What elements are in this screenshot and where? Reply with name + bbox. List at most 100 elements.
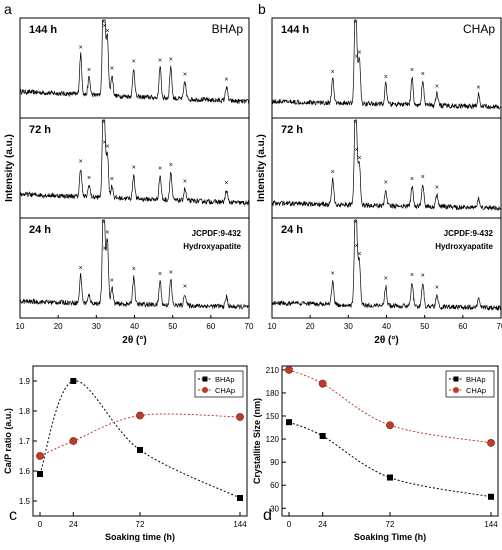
- x-tick-label: 144: [484, 520, 498, 529]
- xrd-panel-a: ××××××× × ×××144 h××××××× ××× ×72 h××××××× ××…: [4, 17, 254, 346]
- peak-marker: ×: [101, 219, 105, 226]
- y-tick-label: 1.5: [19, 497, 31, 506]
- xrd-pattern-1: [271, 119, 501, 211]
- data-point-BHAp: [319, 433, 326, 439]
- peak-marker: ×: [87, 67, 91, 74]
- data-point-BHAp: [387, 474, 393, 481]
- peak-marker: ×: [169, 162, 173, 169]
- sub-panel-label: 72 h: [281, 124, 303, 136]
- sub-panel-label: 144 h: [29, 24, 57, 36]
- y-axis-label: Crystallite Size (nm): [252, 398, 262, 484]
- y-tick-label: 120: [266, 435, 280, 444]
- y-axis-label: Intensity (a.u.): [4, 134, 15, 202]
- peak-marker: ×: [79, 44, 83, 51]
- peak-marker: ×: [410, 176, 414, 183]
- peak-marker: ×: [410, 272, 414, 279]
- peak-marker: ×: [103, 245, 107, 252]
- peak-marker: ×: [421, 174, 425, 181]
- reference-label: Hydroxyapatite: [435, 242, 493, 251]
- peak-marker: ×: [384, 74, 388, 81]
- x-tick-label: 0: [287, 520, 292, 529]
- peak-marker: ×: [357, 155, 361, 162]
- legend-label: CHAp: [466, 386, 486, 395]
- peak-marker: ×: [355, 147, 359, 154]
- reference-label: JCPDF:9-432: [444, 229, 494, 238]
- xrd-pattern-0: [19, 19, 249, 105]
- peak-marker: ×: [105, 28, 109, 35]
- data-point-CHAp: [136, 411, 144, 420]
- peak-marker: ×: [110, 278, 114, 285]
- peak-marker: ×: [183, 71, 187, 78]
- series-line-CHAp: [39, 413, 241, 457]
- sub-panel-label: 24 h: [281, 224, 303, 236]
- x-tick-label: 60: [206, 322, 215, 331]
- x-tick-label: 40: [382, 322, 391, 331]
- data-point-BHAp: [488, 493, 494, 500]
- peak-marker: ×: [331, 270, 335, 277]
- peak-marker: ×: [132, 59, 136, 66]
- data-point-CHAp: [386, 421, 394, 430]
- legend-box: [194, 370, 244, 398]
- x-axis-label: 2θ (°): [374, 335, 398, 346]
- peak-marker: ×: [435, 83, 439, 90]
- x-tick-label: 72: [386, 520, 395, 529]
- series-line-BHAp: [288, 421, 492, 498]
- sub-panel-label: 72 h: [29, 124, 51, 136]
- peak-marker: ×: [101, 19, 105, 26]
- y-tick-label: 60: [270, 481, 279, 490]
- x-tick-label: 50: [420, 322, 429, 331]
- peak-marker: ×: [79, 265, 83, 272]
- x-tick-label: 60: [458, 322, 467, 331]
- data-point-BHAp: [286, 419, 292, 426]
- x-tick-label: 30: [92, 322, 101, 331]
- y-tick-label: 1.9: [19, 377, 31, 386]
- legend-label: BHAp: [215, 375, 235, 384]
- peak-marker: ×: [435, 285, 439, 292]
- legend-label: CHAp: [215, 386, 235, 395]
- x-tick-label: 24: [69, 520, 78, 529]
- sub-panel-label: 24 h: [29, 224, 51, 236]
- peak-marker: ×: [357, 251, 361, 258]
- peak-marker: ×: [224, 180, 228, 187]
- peak-marker: ×: [158, 57, 162, 64]
- panel-letter-a: a: [4, 1, 12, 17]
- reference-label: JCPDF:9-432: [192, 229, 242, 238]
- panel-letter-b: b: [258, 1, 266, 17]
- sub-panel-label: 144 h: [281, 24, 309, 36]
- peak-marker: ×: [476, 85, 480, 92]
- peak-marker: ×: [79, 159, 83, 166]
- peak-marker: ×: [410, 67, 414, 74]
- peak-marker: ×: [331, 69, 335, 76]
- x-axis-label: 2θ (°): [122, 335, 146, 346]
- peak-marker: ×: [353, 19, 357, 26]
- peak-marker: ×: [158, 271, 162, 278]
- peak-marker: ×: [435, 185, 439, 192]
- y-tick-label: 210: [266, 366, 280, 375]
- x-tick-label: 0: [38, 520, 43, 529]
- x-tick-label: 40: [130, 322, 139, 331]
- sample-label: BHAp: [212, 22, 244, 36]
- data-point-BHAp: [137, 447, 143, 453]
- sample-label: CHAp: [463, 22, 495, 36]
- x-axis-label: Soaking time (h): [105, 532, 175, 542]
- data-point-CHAp: [487, 439, 495, 447]
- peak-marker: ×: [103, 23, 107, 30]
- peak-marker: ×: [355, 243, 359, 250]
- data-point-BHAp: [70, 378, 77, 384]
- reference-label: Hydroxyapatite: [183, 242, 241, 251]
- peak-marker: ×: [421, 272, 425, 279]
- series-line-CHAp: [288, 369, 492, 444]
- data-point-BHAp: [37, 471, 43, 477]
- xrd-pattern-0: [271, 19, 501, 110]
- peak-marker: ×: [87, 175, 91, 182]
- y-axis-label: Intensity (a.u.): [256, 134, 267, 202]
- y-tick-label: 180: [266, 389, 280, 398]
- peak-marker: ×: [105, 144, 109, 151]
- panel-letter-c: c: [9, 507, 17, 524]
- y-tick-label: 150: [266, 412, 280, 421]
- y-axis-label: Ca/P ratio (a.u.): [3, 408, 13, 474]
- data-point-CHAp: [36, 452, 44, 460]
- peak-marker: ×: [353, 119, 357, 126]
- y-tick-label: 90: [270, 458, 279, 467]
